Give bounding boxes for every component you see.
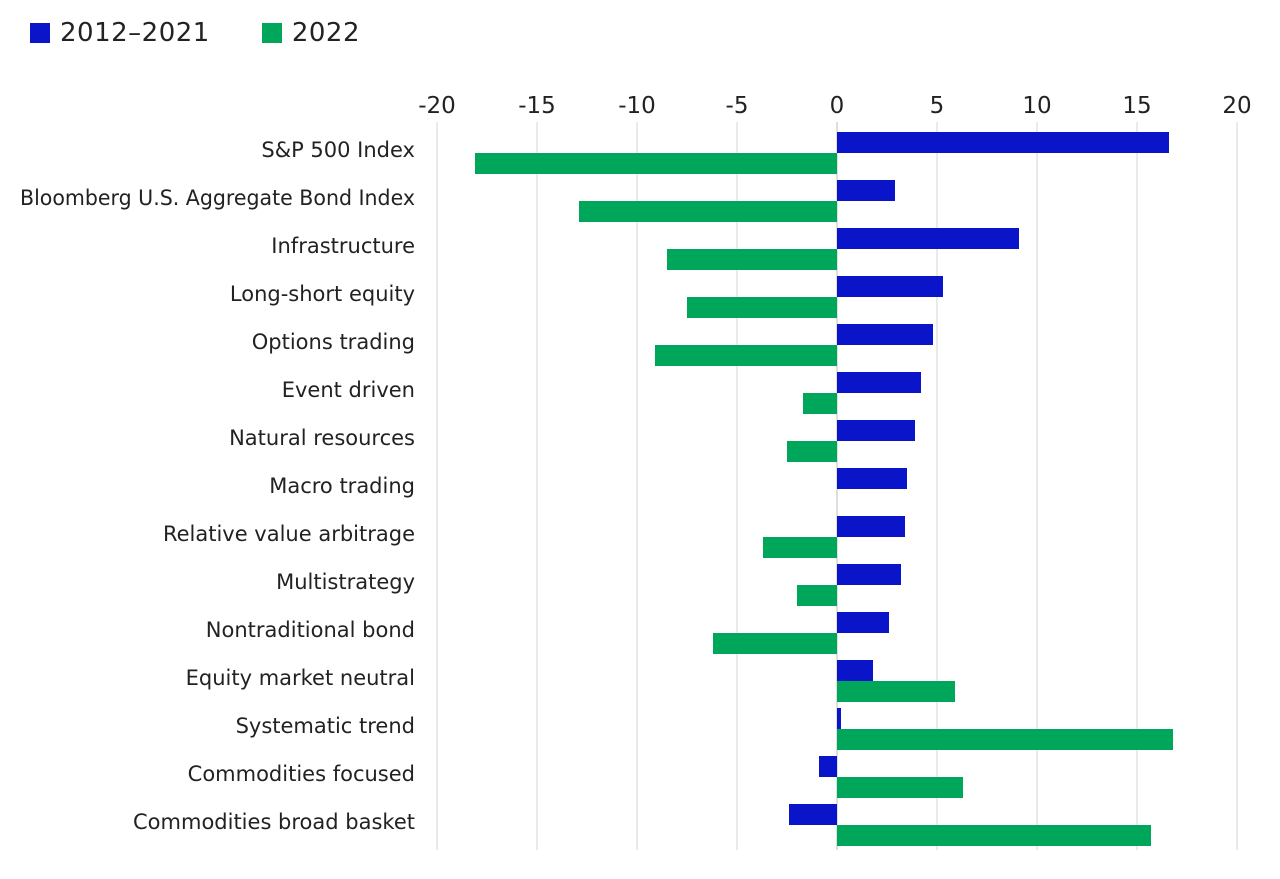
bar-series-2 xyxy=(655,345,837,366)
category-labels: S&P 500 Index Bloomberg U.S. Aggregate Bo… xyxy=(20,138,415,834)
bar-series-1 xyxy=(819,756,837,777)
x-tick-label: -10 xyxy=(618,93,656,119)
category-label: S&P 500 Index xyxy=(261,138,415,162)
bar-series-2 xyxy=(803,393,837,414)
bar-series-1 xyxy=(837,468,907,489)
bar-series-1 xyxy=(837,324,933,345)
category-label: Nontraditional bond xyxy=(206,618,415,642)
category-label: Long-short equity xyxy=(230,282,415,306)
bar-series-1 xyxy=(837,708,841,729)
bar-series-2 xyxy=(667,249,837,270)
category-label: Options trading xyxy=(252,330,415,354)
bar-series-2 xyxy=(837,777,963,798)
bar-series-1 xyxy=(837,372,921,393)
x-tick-label: -5 xyxy=(726,93,749,119)
legend-item-series-1: 2012–2021 xyxy=(30,18,210,48)
category-label: Event driven xyxy=(282,378,415,402)
bar-series-2 xyxy=(475,153,837,174)
category-label: Bloomberg U.S. Aggregate Bond Index xyxy=(20,186,415,210)
bar-series-2 xyxy=(837,825,1151,846)
bars xyxy=(475,132,1173,846)
bar-series-2 xyxy=(837,681,955,702)
bar-series-1 xyxy=(837,276,943,297)
bar-series-1 xyxy=(837,516,905,537)
x-tick-label: 10 xyxy=(1022,93,1051,119)
x-tick-label: 5 xyxy=(930,93,945,119)
bar-series-2 xyxy=(787,441,837,462)
bar-series-1 xyxy=(789,804,837,825)
bar-series-2 xyxy=(837,729,1173,750)
x-tick-label: 20 xyxy=(1222,93,1251,119)
bar-series-1 xyxy=(837,564,901,585)
bar-series-1 xyxy=(837,420,915,441)
category-label: Multistrategy xyxy=(276,570,415,594)
legend-label-series-2: 2022 xyxy=(291,18,361,48)
bar-series-1 xyxy=(837,660,873,681)
category-label: Commodities focused xyxy=(188,762,415,786)
bar-series-1 xyxy=(837,132,1169,153)
x-tick-label: -15 xyxy=(518,93,556,119)
bar-series-1 xyxy=(837,180,895,201)
category-label: Equity market neutral xyxy=(186,666,415,690)
category-label: Macro trading xyxy=(269,474,415,498)
legend-label-series-1: 2012–2021 xyxy=(60,18,210,48)
bar-series-1 xyxy=(837,612,889,633)
bar-series-2 xyxy=(579,201,837,222)
x-tick-label: 15 xyxy=(1122,93,1151,119)
x-axis-tick-labels: -20 -15 -10 -5 0 5 10 15 20 xyxy=(418,93,1251,119)
category-label: Commodities broad basket xyxy=(133,810,415,834)
bar-series-2 xyxy=(797,585,837,606)
legend-swatch-series-1 xyxy=(30,23,50,43)
x-tick-label: -20 xyxy=(418,93,456,119)
bar-series-1 xyxy=(837,228,1019,249)
category-label: Systematic trend xyxy=(236,714,415,738)
bar-series-2 xyxy=(687,297,837,318)
legend-item-series-2: 2022 xyxy=(261,18,361,48)
category-label: Relative value arbitrage xyxy=(163,522,415,546)
category-label: Natural resources xyxy=(229,426,415,450)
bar-series-2 xyxy=(713,633,837,654)
x-tick-label: 0 xyxy=(830,93,845,119)
legend-swatch-series-2 xyxy=(261,23,282,43)
category-label: Infrastructure xyxy=(271,234,415,258)
bar-series-2 xyxy=(763,537,837,558)
chart-legend: 2012–2021 2022 xyxy=(30,18,360,48)
